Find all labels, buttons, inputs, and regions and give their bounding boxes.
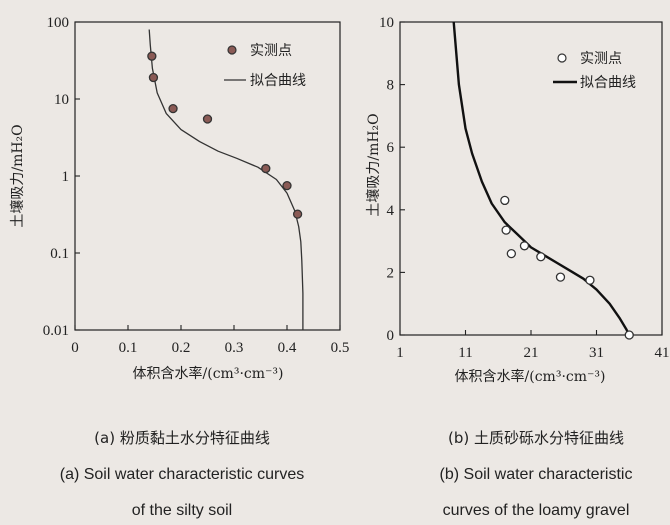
panel-a-chart: 0 0.1 0.2 0.3 0.4 0.5 0.01 0.1 1 10 100 实测点 拟合曲线 体… [9,15,349,382]
panel-b-y-tick-label: 2 [387,265,395,281]
panel-b-x-tick-label: 1 [396,345,404,361]
panel-b-y-tick-label: 0 [387,328,395,344]
panel-b-data-point [624,330,634,340]
panel-a-data-point [261,163,271,174]
panel-b-data-point [536,252,546,262]
panel-b-x-tick-label: 31 [589,345,604,361]
panel-a-data-point [147,51,157,61]
panel-b-y-tick-label: 10 [379,15,394,31]
caption-b-english-line1: (b) Soil water characteristic [440,466,633,483]
panel-b-fit-curve [452,21,631,336]
panel-b-data-point [519,241,530,251]
panel-b-x-tick-label: 21 [524,345,539,361]
panel-a-data-point [202,114,213,124]
panel-b-legend-label-curve: 拟合曲线 [580,75,636,91]
caption-b-chinese: (b) 土质砂砾水分特征曲线 [448,429,624,447]
panel-b-legend-marker [557,53,567,63]
panel-a-x-tick-label: 0 [71,340,79,356]
panel-a-legend-marker [227,45,237,55]
panel-a-y-tick-label: 10 [54,92,69,108]
panel-b-data-point [506,248,517,259]
panel-a-plot-frame [74,21,341,331]
caption-a-english-line1: (a) Soil water characteristic curves [60,466,305,483]
panel-b-y-axis-label: 土壤吸力/mH₂O [365,113,382,216]
panel-b-legend: 实测点 拟合曲线 [553,51,636,91]
panel-b-data-point [500,195,510,206]
caption-a-chinese: (a) 粉质黏土水分特征曲线 [94,429,270,447]
panel-a-y-tick-label: 0.01 [43,323,69,339]
panel-a-x-tick-label: 0.1 [119,340,138,356]
panel-b-x-axis-label: 体积含水率/(cm³·cm⁻³) [455,368,606,385]
panel-a-measured-points [147,51,303,219]
caption-b-english-line2: curves of the loamy gravel [443,502,630,519]
panel-a-y-tick-label: 100 [47,15,70,31]
panel-a-ticks: 0 0.1 0.2 0.3 0.4 0.5 0.01 0.1 1 10 100 [43,15,350,356]
panel-b-y-tick-label: 6 [387,140,395,156]
panel-b-x-tick-label: 11 [458,345,472,361]
panel-b-measured-points [500,195,634,340]
panel-b-y-tick-label: 8 [387,78,395,94]
panel-a-x-tick-label: 0.2 [172,340,191,356]
panel-a-legend-label-curve: 拟合曲线 [250,73,306,89]
panel-b-legend-label-points: 实测点 [580,51,622,67]
panel-a-x-tick-label: 0.4 [278,340,297,356]
panel-a-x-axis-label: 体积含水率/(cm³·cm⁻³) [133,365,284,382]
panel-a-data-point [148,72,159,83]
panel-a-data-point [282,180,292,191]
panel-b-y-tick-label: 4 [387,203,395,219]
panel-a-data-point [168,103,178,114]
panel-b-fit-curve-line [452,21,631,336]
panel-b-data-point [585,275,595,285]
panel-a-y-tick-label: 0.1 [50,246,69,262]
panel-a-data-point [292,209,303,219]
panel-a-fit-curve-line [148,29,304,330]
panel-a-legend-label-points: 实测点 [250,43,292,59]
panel-a-fit-curve [148,29,304,330]
panel-a-x-tick-label: 0.5 [331,340,350,356]
panel-b-x-tick-label: 41 [655,345,670,361]
panel-b-data-point [555,272,566,282]
caption-a-english-line2: of the silty soil [132,502,232,519]
panel-b-data-point [501,225,511,235]
captions: (a) 粉质黏土水分特征曲线 (a) Soil water characteri… [60,429,633,519]
panel-a-y-axis-label: 土壤吸力/mH₂O [9,124,26,227]
panel-b-plot-frame [399,21,663,336]
panel-a-legend: 实测点 拟合曲线 [224,43,306,89]
panel-a-x-tick-label: 0.3 [225,340,244,356]
panel-a-y-tick-label: 1 [62,169,70,185]
